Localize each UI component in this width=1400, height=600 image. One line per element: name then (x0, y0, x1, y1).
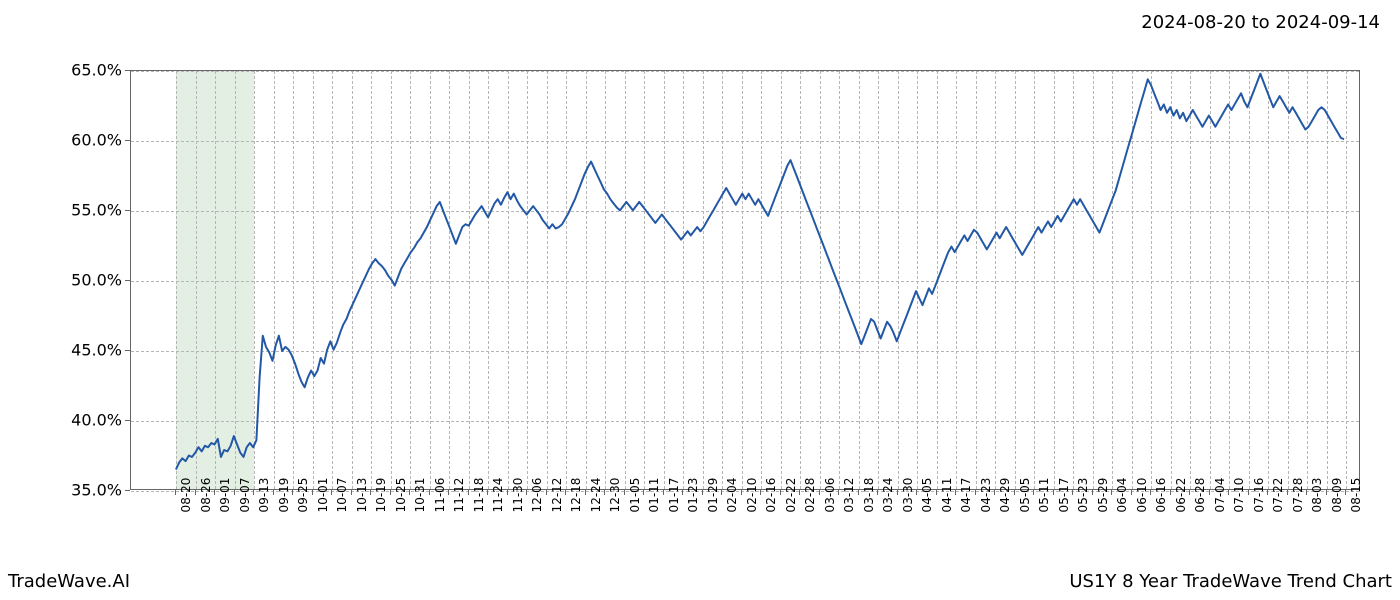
x-tick-label: 01-17 (667, 478, 681, 513)
x-tick-label: 10-01 (316, 478, 330, 513)
x-tick-label: 12-12 (550, 478, 564, 513)
x-tick-label: 01-23 (686, 478, 700, 513)
x-tick-label: 09-01 (218, 478, 232, 513)
x-tick-label: 11-18 (472, 478, 486, 513)
x-tick-label: 12-30 (608, 478, 622, 513)
x-tick-label: 06-22 (1174, 478, 1188, 513)
x-tick-label: 08-26 (199, 478, 213, 513)
x-tick-label: 12-18 (569, 478, 583, 513)
date-range-label: 2024-08-20 to 2024-09-14 (1141, 12, 1380, 33)
x-tick-label: 03-12 (842, 478, 856, 513)
x-tick-label: 02-10 (745, 478, 759, 513)
x-tick-label: 05-23 (1076, 478, 1090, 513)
x-tick-label: 06-10 (1135, 478, 1149, 513)
x-tick-label: 12-24 (589, 478, 603, 513)
x-tick-label: 05-11 (1037, 478, 1051, 513)
x-tick-label: 10-31 (413, 478, 427, 513)
chart-line-svg (131, 71, 1359, 489)
x-tick-label: 09-07 (238, 478, 252, 513)
y-tick-label: 45.0% (71, 341, 122, 360)
y-tick-label: 60.0% (71, 131, 122, 150)
x-tick-label: 06-28 (1193, 478, 1207, 513)
x-tick-label: 08-15 (1349, 478, 1363, 513)
x-tick-label: 03-06 (823, 478, 837, 513)
x-tick-label: 08-09 (1330, 478, 1344, 513)
x-tick-label: 04-17 (959, 478, 973, 513)
x-tick-label: 07-16 (1252, 478, 1266, 513)
y-tick-label: 50.0% (71, 271, 122, 290)
x-tick-label: 07-04 (1213, 478, 1227, 513)
x-tick-label: 05-29 (1096, 478, 1110, 513)
x-tick-label: 03-18 (862, 478, 876, 513)
footer-brand: TradeWave.AI (8, 571, 130, 592)
y-tick-label: 65.0% (71, 61, 122, 80)
x-tick-label: 05-17 (1057, 478, 1071, 513)
x-tick-label: 04-05 (920, 478, 934, 513)
x-tick-label: 09-19 (277, 478, 291, 513)
x-tick-label: 10-07 (335, 478, 349, 513)
series-line (176, 74, 1344, 470)
x-tick-label: 11-24 (491, 478, 505, 513)
x-tick-label: 09-13 (257, 478, 271, 513)
x-tick-label: 01-29 (706, 478, 720, 513)
x-tick-label: 10-25 (394, 478, 408, 513)
x-tick-label: 02-04 (725, 478, 739, 513)
x-tick-label: 02-22 (784, 478, 798, 513)
x-tick-label: 11-06 (433, 478, 447, 513)
x-tick-label: 07-10 (1232, 478, 1246, 513)
x-tick-label: 06-04 (1115, 478, 1129, 513)
x-tick-label: 01-05 (628, 478, 642, 513)
x-tick-label: 12-06 (530, 478, 544, 513)
x-tick-label: 09-25 (296, 478, 310, 513)
x-tick-label: 11-12 (452, 478, 466, 513)
x-tick-label: 01-11 (647, 478, 661, 513)
x-tick-label: 03-24 (881, 478, 895, 513)
chart-plot-area (130, 70, 1360, 490)
x-tick-label: 04-11 (940, 478, 954, 513)
x-tick-label: 02-16 (764, 478, 778, 513)
x-tick-label: 05-05 (1018, 478, 1032, 513)
x-tick-label: 04-29 (998, 478, 1012, 513)
x-tick-label: 07-28 (1291, 478, 1305, 513)
x-tick-label: 08-03 (1310, 478, 1324, 513)
x-tick-label: 06-16 (1154, 478, 1168, 513)
y-tick-label: 35.0% (71, 481, 122, 500)
y-tick-label: 40.0% (71, 411, 122, 430)
footer-chart-title: US1Y 8 Year TradeWave Trend Chart (1069, 571, 1392, 592)
x-tick-label: 10-19 (374, 478, 388, 513)
x-tick-label: 07-22 (1271, 478, 1285, 513)
x-tick-label: 08-20 (179, 478, 193, 513)
x-tick-label: 10-13 (355, 478, 369, 513)
x-tick-label: 02-28 (803, 478, 817, 513)
x-tick-label: 03-30 (901, 478, 915, 513)
x-tick-label: 04-23 (979, 478, 993, 513)
y-tick-label: 55.0% (71, 201, 122, 220)
x-tick-label: 11-30 (511, 478, 525, 513)
